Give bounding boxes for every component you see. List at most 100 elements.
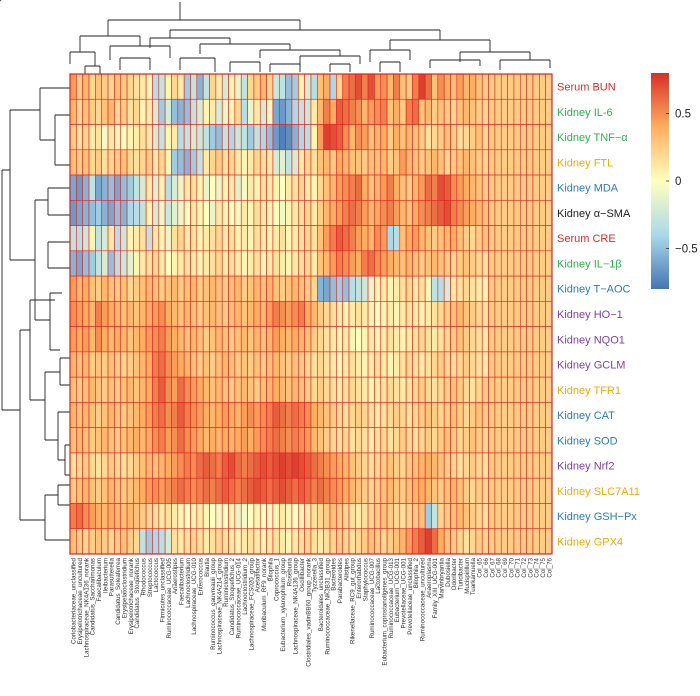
heatmap-cell xyxy=(240,477,248,504)
heatmap-cell xyxy=(107,528,115,555)
heatmap-cell xyxy=(336,351,344,378)
heatmap-cell xyxy=(507,528,515,555)
heatmap-cell xyxy=(152,250,160,277)
heatmap-cell xyxy=(539,452,546,479)
heatmap-cell xyxy=(374,225,382,252)
heatmap-cell xyxy=(393,376,401,403)
heatmap-cell xyxy=(76,124,83,151)
heatmap-cell xyxy=(355,452,363,479)
heatmap-cell xyxy=(259,528,267,555)
heatmap-cell xyxy=(228,376,236,403)
heatmap-cell xyxy=(317,427,324,454)
heatmap-cell xyxy=(367,174,375,201)
heatmap-cell xyxy=(361,503,369,530)
heatmap-cell xyxy=(500,351,508,378)
heatmap-cell xyxy=(336,174,344,201)
heatmap-cell xyxy=(107,452,115,479)
heatmap-cell xyxy=(374,503,382,530)
heatmap-cell xyxy=(158,124,166,151)
heatmap-cell xyxy=(462,351,470,378)
heatmap-cell xyxy=(475,124,483,151)
heatmap-cell xyxy=(361,200,369,226)
heatmap-cell xyxy=(462,200,470,226)
heatmap-cell xyxy=(133,326,141,353)
heatmap-cell xyxy=(171,351,179,378)
heatmap-cell xyxy=(348,528,356,555)
heatmap-cell xyxy=(101,124,109,151)
heatmap-cell xyxy=(278,427,286,454)
heatmap-cell xyxy=(202,528,210,555)
heatmap-cell xyxy=(418,402,426,428)
heatmap-cell xyxy=(183,452,191,479)
heatmap-cell xyxy=(196,225,204,252)
heatmap-cell xyxy=(145,503,153,530)
heatmap-cell xyxy=(82,225,90,252)
heatmap-cell xyxy=(342,376,350,403)
heatmap-cell xyxy=(209,503,217,530)
heatmap-cell xyxy=(145,250,153,277)
heatmap-cell xyxy=(450,427,458,454)
heatmap-cell xyxy=(519,73,527,100)
heatmap-cell xyxy=(380,376,388,403)
heatmap-cell xyxy=(424,402,432,428)
heatmap-cell xyxy=(431,98,439,125)
heatmap-cell xyxy=(266,528,274,555)
column-label: Mucispirillum xyxy=(464,558,471,594)
heatmap-cell xyxy=(120,225,128,252)
heatmap-cell xyxy=(393,98,401,125)
heatmap-cell xyxy=(532,301,540,327)
column-label: Lachnospiraceae_NK4A136_norank xyxy=(83,557,90,657)
heatmap-cell xyxy=(69,225,77,252)
heatmap-cell xyxy=(133,200,141,226)
heatmap-cell xyxy=(450,275,458,302)
heatmap-cell xyxy=(374,275,382,302)
heatmap-cell xyxy=(190,225,198,252)
heatmap-cell xyxy=(76,402,83,428)
heatmap-cell xyxy=(221,149,229,176)
heatmap-cell xyxy=(69,174,77,201)
heatmap-cell xyxy=(298,250,305,277)
heatmap-cell xyxy=(336,98,344,125)
heatmap-cell xyxy=(469,326,477,353)
heatmap-cell xyxy=(177,73,185,100)
heatmap-cell xyxy=(329,326,337,353)
heatmap-cell xyxy=(310,503,318,530)
heatmap-cell xyxy=(272,376,280,403)
heatmap-cell xyxy=(247,376,255,403)
heatmap-cell xyxy=(95,452,103,479)
heatmap-cell xyxy=(532,477,540,504)
heatmap-cell xyxy=(139,149,147,176)
heatmap-cell xyxy=(171,275,179,302)
column-label: Prevotellaceae_UCG-001 xyxy=(400,557,407,628)
heatmap-cell xyxy=(348,200,356,226)
heatmap-cell xyxy=(475,174,483,201)
heatmap-cell xyxy=(291,326,299,353)
heatmap-cell xyxy=(158,149,166,176)
heatmap-cell xyxy=(507,452,515,479)
heatmap-cell xyxy=(133,149,141,176)
heatmap-cell xyxy=(374,250,382,277)
heatmap-cell xyxy=(481,427,489,454)
heatmap-cell xyxy=(355,200,363,226)
heatmap-cell xyxy=(494,124,502,151)
heatmap-cell xyxy=(513,301,521,327)
heatmap-cell xyxy=(247,200,255,226)
heatmap-cell xyxy=(380,275,388,302)
heatmap-cell xyxy=(190,149,198,176)
heatmap-cell xyxy=(431,149,439,176)
heatmap-cell xyxy=(209,528,217,555)
heatmap-cell xyxy=(475,275,483,302)
heatmap-cell xyxy=(469,174,477,201)
heatmap-cell xyxy=(107,275,115,302)
heatmap-cell xyxy=(152,225,160,252)
heatmap-cell xyxy=(285,225,293,252)
heatmap-cell xyxy=(82,452,90,479)
heatmap-cell xyxy=(190,351,198,378)
column-label: Acetatifactor xyxy=(255,558,262,592)
heatmap-cell xyxy=(393,174,401,201)
heatmap-cell xyxy=(532,402,540,428)
heatmap-cell xyxy=(437,124,445,151)
row-dendrogram xyxy=(1,87,70,541)
heatmap-cell xyxy=(412,351,420,378)
heatmap-cell xyxy=(431,528,439,555)
